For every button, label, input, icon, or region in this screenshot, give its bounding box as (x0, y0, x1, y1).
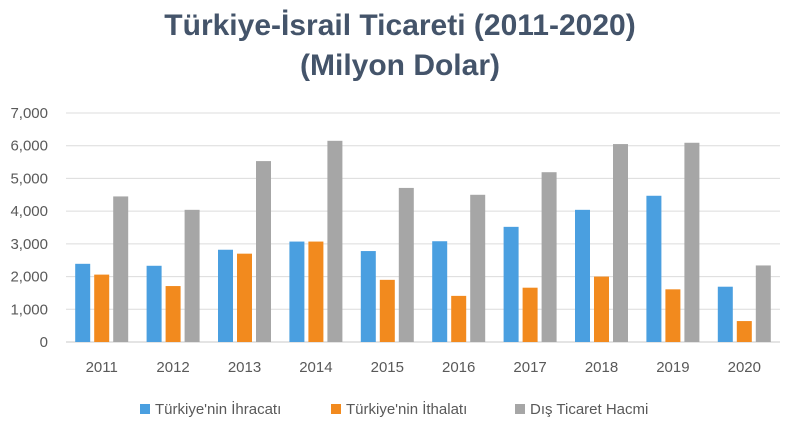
bar-import (522, 287, 538, 342)
bar-trade-volume (613, 144, 628, 342)
bar-import (451, 295, 467, 342)
bar-export (575, 209, 590, 342)
legend-swatch (140, 404, 150, 414)
x-tick-label: 2014 (299, 359, 332, 376)
legend-label: Dış Ticaret Hacmi (530, 401, 648, 418)
y-tick-label: 5,000 (10, 170, 48, 187)
chart-title-line: Türkiye-İsrail Ticareti (2011-2020) (164, 9, 636, 42)
x-tick-label: 2020 (728, 359, 761, 376)
bar-trade-volume (541, 172, 557, 342)
bar-export (75, 263, 91, 342)
chart-subtitle: (Milyon Dolar) (300, 49, 500, 82)
x-tick-label: 2017 (513, 359, 546, 376)
bar-import (379, 279, 395, 342)
y-tick-label: 3,000 (10, 236, 48, 253)
bar-export (432, 241, 448, 342)
bar-import (665, 289, 681, 342)
legend-label: Türkiye'nin İhracatı (155, 400, 281, 418)
y-tick-label: 6,000 (10, 138, 48, 155)
bar-export (146, 265, 162, 342)
x-tick-label: 2016 (442, 359, 475, 376)
bar-export (289, 241, 305, 342)
bar-trade-volume (470, 194, 486, 342)
bar-import (736, 321, 752, 342)
y-tick-label: 0 (40, 334, 48, 351)
bar-trade-volume (684, 142, 700, 342)
y-tick-label: 4,000 (10, 203, 48, 220)
bar-export (503, 226, 519, 342)
bar-export (218, 249, 233, 342)
bar-trade-volume (184, 209, 200, 342)
bar-trade-volume (256, 161, 271, 342)
bar-export (646, 195, 662, 342)
legend-swatch (515, 404, 525, 414)
y-tick-label: 2,000 (10, 269, 48, 286)
bar-trade-volume (755, 265, 771, 342)
x-tick-label: 2013 (228, 359, 261, 376)
bar-import (237, 253, 252, 342)
x-tick-label: 2011 (86, 359, 118, 376)
bar-import (308, 241, 324, 342)
bar-import (594, 276, 609, 342)
y-tick-label: 1,000 (10, 301, 48, 318)
bar-trade-volume (398, 187, 414, 342)
bar-trade-volume (327, 140, 343, 342)
y-tick-label: 7,000 (10, 105, 48, 122)
x-tick-label: 2018 (585, 359, 618, 376)
chart-title: Türkiye-İsrail Ticareti (2011-2020) (Mil… (0, 6, 800, 86)
bar-export (717, 286, 733, 342)
x-tick-label: 2012 (156, 359, 189, 376)
bar-export (360, 251, 376, 342)
bar-trade-volume (113, 196, 129, 342)
x-tick-label: 2015 (371, 359, 404, 376)
legend-swatch (331, 404, 341, 414)
bar-import (165, 286, 181, 342)
x-tick-label: 2019 (656, 359, 689, 376)
bar-import (94, 274, 110, 342)
legend-label: Türkiye'nin İthalatı (346, 400, 467, 418)
